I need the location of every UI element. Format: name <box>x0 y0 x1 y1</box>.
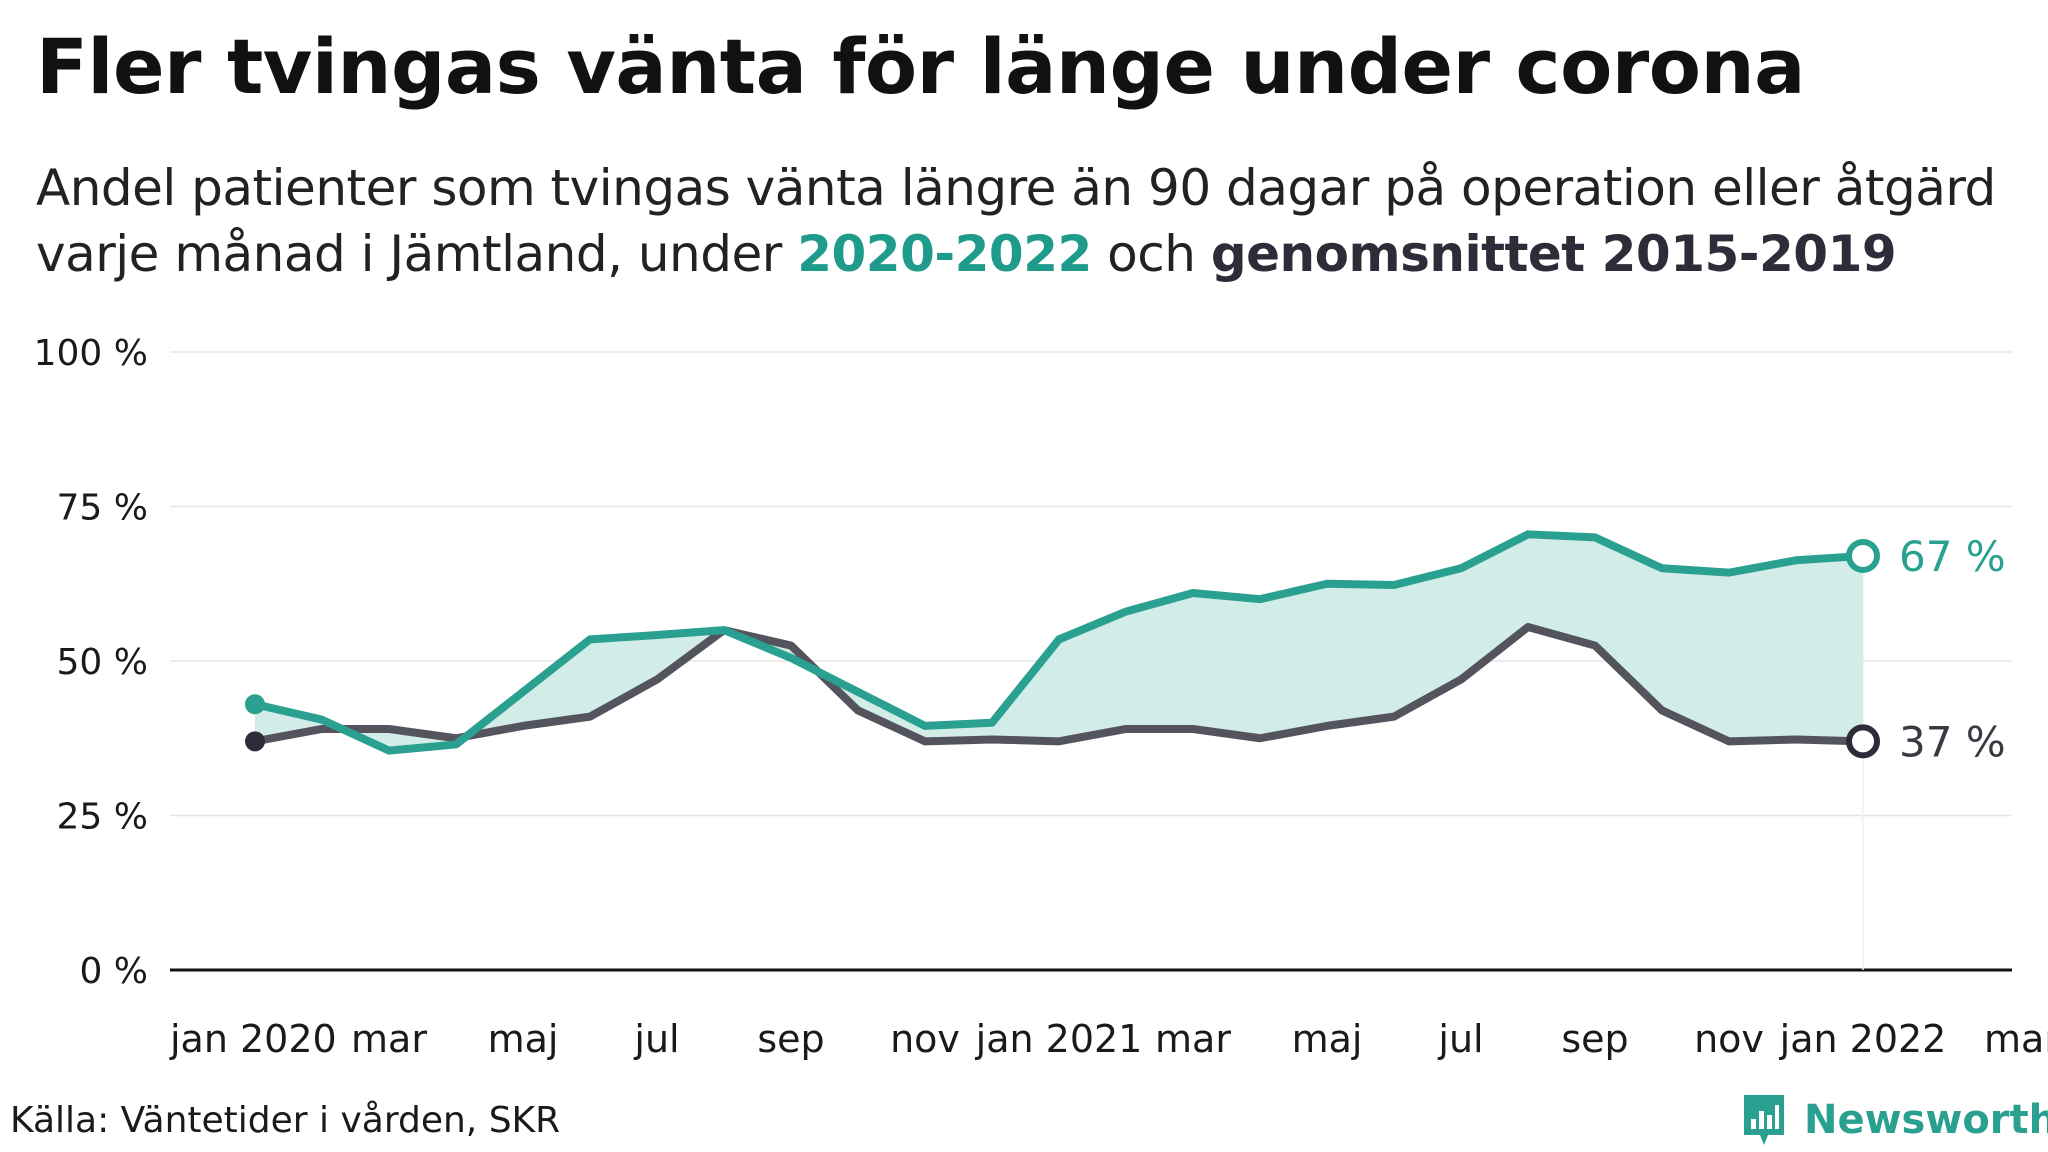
x-tick-label: jan 2020 <box>169 1017 337 1061</box>
x-tick-label: jul <box>633 1017 679 1061</box>
source-note: Källa: Väntetider i vården, SKR <box>10 1100 561 1141</box>
subtitle-line-1: Andel patienter som tvingas vänta längre… <box>36 159 1996 217</box>
label-layer: 0 % 25 % 50 % 75 % 100 % jan 2020 mar maj jul sep… <box>34 333 2048 1061</box>
x-tick-label: sep <box>1561 1017 1628 1061</box>
marker-layer <box>245 538 1880 759</box>
y-tick-label: 75 % <box>57 488 148 529</box>
subtitle-line-2: varje månad i Jämtland, under 2020-2022 … <box>36 221 1996 287</box>
chart-title: Fler tvingas vänta för länge under coron… <box>36 22 1805 111</box>
start-point-current <box>245 694 265 715</box>
x-tick-label: maj <box>1292 1017 1363 1061</box>
end-label-current: 67 % <box>1899 532 2006 581</box>
x-tick-label: jan 2021 <box>975 1017 1143 1061</box>
x-tick-label: jan 2022 <box>1779 1017 1947 1061</box>
series-line-current <box>251 530 1867 755</box>
x-tick-label: mar <box>1155 1017 1231 1061</box>
x-tick-label: nov <box>1694 1017 1764 1061</box>
bar-chart-icon <box>1744 1095 1784 1145</box>
line-layer <box>251 530 1867 755</box>
x-tick-label: jul <box>1437 1017 1483 1061</box>
y-tick-label: 25 % <box>57 797 148 838</box>
y-tick-label: 0 % <box>79 951 148 992</box>
subtitle-highlight-average: genomsnittet 2015-2019 <box>1210 225 1897 283</box>
y-tick-label: 100 % <box>34 333 148 374</box>
end-point-current <box>1846 538 1880 573</box>
x-tick-label: maj <box>488 1017 559 1061</box>
x-tick-label: sep <box>757 1017 824 1061</box>
x-tick-label: mar <box>351 1017 427 1061</box>
logo-text: Newsworthy <box>1804 1097 2048 1143</box>
start-point-average <box>245 731 265 752</box>
chart-subtitle: Andel patienter som tvingas vänta längre… <box>36 155 1996 287</box>
series-line-average <box>251 623 1867 746</box>
end-label-average: 37 % <box>1899 717 2006 766</box>
newsworthy-logo: Newsworthy <box>1740 1090 2048 1150</box>
subtitle-line-2-mid: och <box>1091 225 1211 283</box>
subtitle-line-2-pre: varje månad i Jämtland, under <box>36 225 798 283</box>
y-tick-label: 50 % <box>57 642 148 683</box>
subtitle-highlight-current: 2020-2022 <box>797 225 1092 283</box>
end-point-average <box>1846 724 1880 759</box>
x-tick-label: mar <box>1984 1017 2048 1061</box>
x-tick-label: nov <box>890 1017 960 1061</box>
